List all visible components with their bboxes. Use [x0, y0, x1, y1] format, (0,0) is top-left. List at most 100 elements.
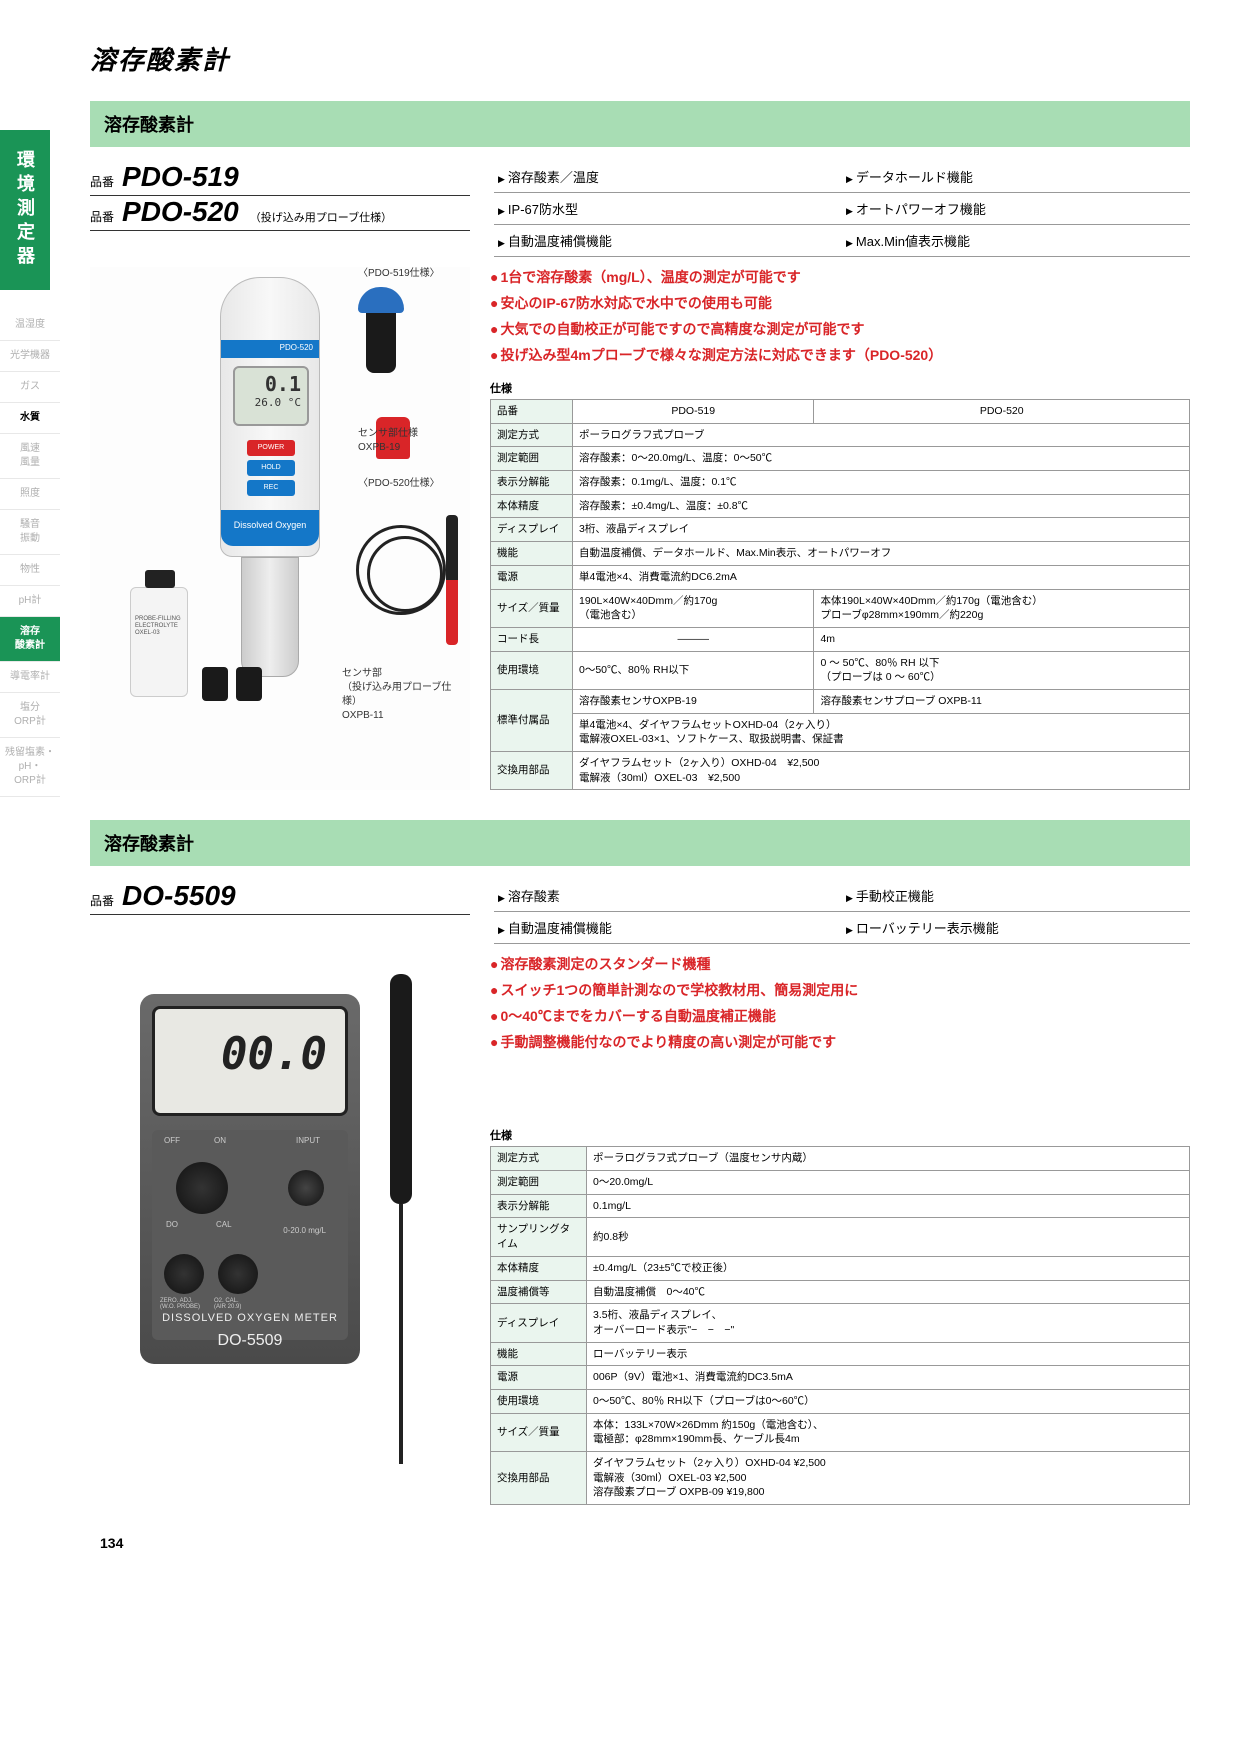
- lcd-sub: 26.0 °C: [241, 396, 301, 409]
- highlight-line: スイッチ1つの簡単計測なので学校教材用、簡易測定用に: [490, 980, 1190, 1001]
- sidebar-nav: 温湿度光学機器ガス水質風速 風量照度騒音 振動物性pH計溶存 酸素計導電率計塩分…: [0, 310, 60, 797]
- rec-button-icon: REC: [247, 480, 295, 496]
- feature-tag: 自動温度補償機能: [494, 225, 842, 257]
- sidebar-item[interactable]: 光学機器: [0, 341, 60, 372]
- sidebar-item[interactable]: pH計: [0, 586, 60, 617]
- feature-tag: オートパワーオフ機能: [842, 193, 1190, 225]
- feature-tag: 溶存酸素: [494, 880, 842, 912]
- on-label: ON: [214, 1136, 226, 1145]
- device2-title: DISSOLVED OXYGEN METER: [140, 1312, 360, 1324]
- model-code: PDO-519: [122, 161, 239, 193]
- device2-panel: OFF ON INPUT DO CAL 0-20.0 mg/L ZERO. AD…: [152, 1130, 348, 1340]
- product2-right: 溶存酸素測定のスタンダード機種スイッチ1つの簡単計測なので学校教材用、簡易測定用…: [490, 954, 1190, 1505]
- sidebar-item[interactable]: 導電率計: [0, 662, 60, 693]
- feature-tag: データホールド機能: [842, 161, 1190, 193]
- model-block-1: 品番 PDO-519 品番 PDO-520 （投げ込み用プローブ仕様）: [90, 161, 470, 231]
- spec-title-2: 仕様: [490, 1127, 1190, 1143]
- device-pdo520-illustration: PDO-520 0.1 26.0 °C POWER HOLD REC Disso…: [220, 277, 320, 697]
- knob-zero-icon: [164, 1254, 204, 1294]
- spec-table-2: 測定方式ポーラログラフ式プローブ（温度センサ内蔵）測定範囲0～20.0mg/L表…: [490, 1146, 1190, 1505]
- spec-title-1: 仕様: [490, 380, 1190, 396]
- product1-right: 1台で溶存酸素（mg/L）、温度の測定が可能です安心のIP-67防水対応で水中で…: [490, 267, 1190, 790]
- device-foot-label: Dissolved Oxygen: [221, 510, 319, 546]
- off-label: OFF: [164, 1136, 180, 1145]
- highlights-2: 溶存酸素測定のスタンダード機種スイッチ1つの簡単計測なので学校教材用、簡易測定用…: [490, 954, 1190, 1053]
- feature-tag: ローバッテリー表示機能: [842, 912, 1190, 944]
- collars-icon: [202, 667, 262, 701]
- sidebar-item[interactable]: 物性: [0, 555, 60, 586]
- cal-label: CAL: [216, 1220, 232, 1229]
- sidebar-item[interactable]: 溶存 酸素計: [0, 617, 60, 662]
- model-code: DO-5509: [122, 880, 236, 912]
- do-label: DO: [166, 1220, 178, 1229]
- product2-body: 00.0 OFF ON INPUT DO CAL 0-20.0 mg/L ZER…: [90, 954, 1190, 1505]
- input-label: INPUT: [296, 1136, 320, 1145]
- model-code: PDO-520: [122, 196, 239, 228]
- annotation-probe: センサ部 （投げ込み用プローブ仕様） OXPB-11: [342, 667, 470, 723]
- device-buttons: POWER HOLD REC: [233, 436, 309, 500]
- main-content: 溶存酸素計 溶存酸素計 品番 PDO-519 品番 PDO-520 （投げ込み用…: [60, 0, 1240, 1591]
- feature-tag: Max.Min値表示機能: [842, 225, 1190, 257]
- device-brand-label: PDO-520: [221, 340, 319, 358]
- product2-image: 00.0 OFF ON INPUT DO CAL 0-20.0 mg/L ZER…: [90, 954, 470, 1505]
- page-title: 溶存酸素計: [90, 40, 1190, 77]
- product1-body: PDO-520 0.1 26.0 °C POWER HOLD REC Disso…: [90, 267, 1190, 790]
- sidebar-vertical-tab: 環境測定器: [0, 130, 50, 290]
- sidebar-item[interactable]: 温湿度: [0, 310, 60, 341]
- probe2-icon: [390, 974, 412, 1204]
- sidebar-item[interactable]: 照度: [0, 479, 60, 510]
- sensor-519-icon: [358, 287, 404, 373]
- product1-image: PDO-520 0.1 26.0 °C POWER HOLD REC Disso…: [90, 267, 470, 790]
- sidebar-item[interactable]: 水質: [0, 403, 60, 434]
- device-lcd: 0.1 26.0 °C: [233, 366, 309, 426]
- section-title-1: 溶存酸素計: [90, 101, 1190, 147]
- tag-grid-1: 溶存酸素／温度データホールド機能IP-67防水型オートパワーオフ機能自動温度補償…: [494, 161, 1190, 257]
- sidebar: 環境測定器 温湿度光学機器ガス水質風速 風量照度騒音 振動物性pH計溶存 酸素計…: [0, 0, 60, 1591]
- product1-header: 品番 PDO-519 品番 PDO-520 （投げ込み用プローブ仕様） 溶存酸素…: [90, 161, 1190, 257]
- highlight-line: 0～40℃までをカバーする自動温度補正機能: [490, 1006, 1190, 1027]
- device2-lcd: 00.0: [152, 1006, 348, 1116]
- model-label: 品番: [90, 892, 114, 909]
- zero-adj-label: ZERO. ADJ. (W.O. PROBE): [160, 1298, 200, 1310]
- device-do5509-illustration: 00.0 OFF ON INPUT DO CAL 0-20.0 mg/L ZER…: [140, 994, 360, 1364]
- product2-header: 品番 DO-5509 溶存酸素手動校正機能自動温度補償機能ローバッテリー表示機能: [90, 880, 1190, 944]
- bottle-label: PROBE-FILLING ELECTROLYTE OXEL-03: [131, 588, 187, 638]
- page: 環境測定器 温湿度光学機器ガス水質風速 風量照度騒音 振動物性pH計溶存 酸素計…: [0, 0, 1240, 1591]
- feature-tag: IP-67防水型: [494, 193, 842, 225]
- sidebar-item[interactable]: 騒音 振動: [0, 510, 60, 555]
- feature-tag: 溶存酸素／温度: [494, 161, 842, 193]
- o2-cal-label: O2. CAL. (AIR 20.9): [214, 1298, 241, 1310]
- feature-tag: 自動温度補償機能: [494, 912, 842, 944]
- highlight-line: 1台で溶存酸素（mg/L）、温度の測定が可能です: [490, 267, 1190, 288]
- highlight-line: 大気での自動校正が可能ですので高精度な測定が可能です: [490, 319, 1190, 340]
- tag-grid-2: 溶存酸素手動校正機能自動温度補償機能ローバッテリー表示機能: [494, 880, 1190, 944]
- page-number: 134: [90, 1535, 1190, 1551]
- annotation-sensor: センサ部仕様 OXPB-19: [358, 427, 418, 455]
- highlight-line: 投げ込み型4mプローブで様々な測定方法に対応できます（PDO-520）: [490, 345, 1190, 366]
- highlight-line: 安心のIP-67防水対応で水中での使用も可能: [490, 293, 1190, 314]
- sidebar-item[interactable]: 塩分 ORP計: [0, 693, 60, 738]
- knob-1-icon: [176, 1162, 228, 1214]
- spec-table-1: 品番PDO-519PDO-520測定方式ポーラログラフ式プローブ測定範囲溶存酸素…: [490, 399, 1190, 790]
- range-label: 0-20.0 mg/L: [283, 1226, 326, 1235]
- model-note: （投げ込み用プローブ仕様）: [250, 209, 392, 225]
- sidebar-item[interactable]: 風速 風量: [0, 434, 60, 479]
- highlight-line: 溶存酸素測定のスタンダード機種: [490, 954, 1190, 975]
- highlights-1: 1台で溶存酸素（mg/L）、温度の測定が可能です安心のIP-67防水対応で水中で…: [490, 267, 1190, 366]
- lcd-main: 0.1: [241, 372, 301, 396]
- sidebar-item[interactable]: 残留塩素・ pH・ ORP計: [0, 738, 60, 797]
- model-block-2: 品番 DO-5509: [90, 880, 470, 915]
- annotation-520: 〈PDO-520仕様〉: [358, 477, 440, 491]
- feature-tag: 手動校正機能: [842, 880, 1190, 912]
- model-label: 品番: [90, 173, 114, 190]
- annotation-519: 〈PDO-519仕様〉: [358, 267, 440, 281]
- section-title-2: 溶存酸素計: [90, 820, 1190, 866]
- electrolyte-bottle-icon: PROBE-FILLING ELECTROLYTE OXEL-03: [130, 587, 188, 697]
- device2-model: DO-5509: [140, 1332, 360, 1350]
- power-button-icon: POWER: [247, 440, 295, 456]
- model-label: 品番: [90, 208, 114, 225]
- sidebar-item[interactable]: ガス: [0, 372, 60, 403]
- input-jack-icon: [288, 1170, 324, 1206]
- knob-cal-icon: [218, 1254, 258, 1294]
- hold-button-icon: HOLD: [247, 460, 295, 476]
